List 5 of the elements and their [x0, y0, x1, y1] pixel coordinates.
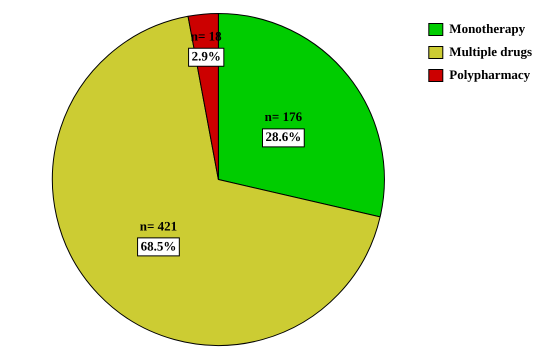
data-label: n= 421 68.5%	[140, 218, 178, 254]
data-label: n= 176 28.6%	[264, 109, 303, 144]
legend-label: Multiple drugs	[449, 44, 532, 59]
legend-label: Monotherapy	[449, 20, 526, 36]
legend-label: Polypharmacy	[449, 66, 531, 82]
